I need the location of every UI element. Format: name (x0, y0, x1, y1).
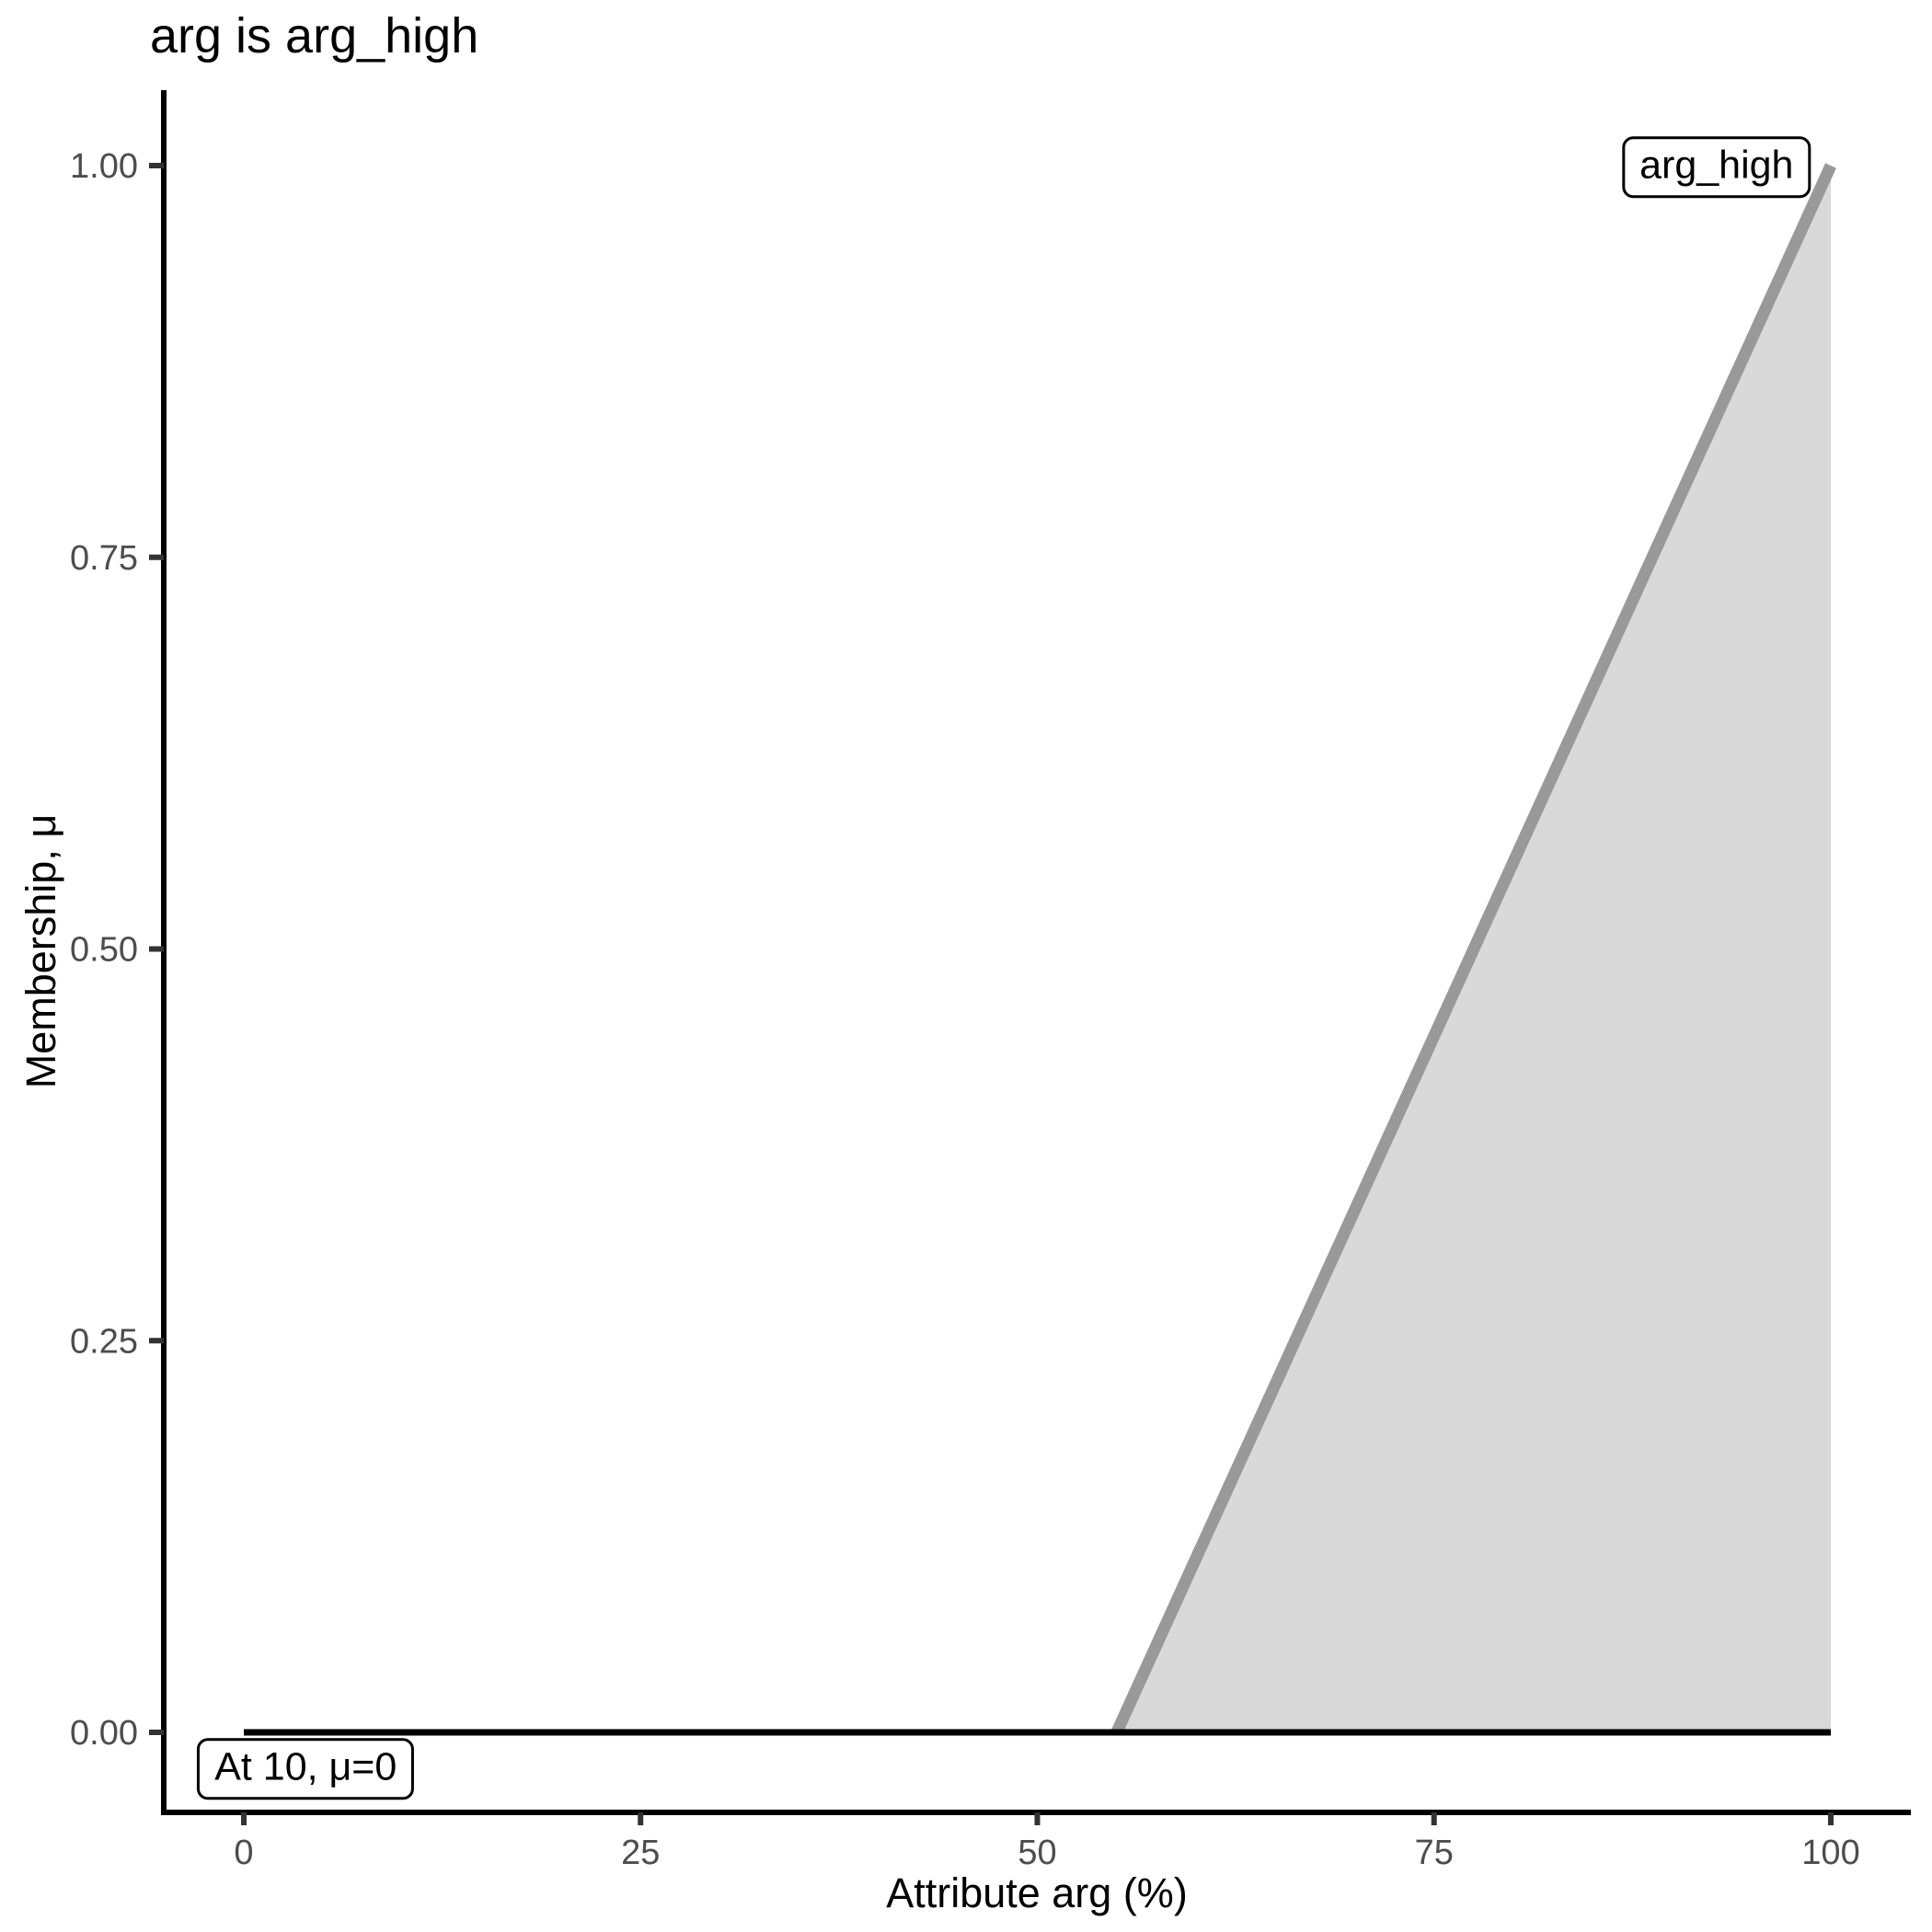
y-tick-label: 1.00 (70, 147, 138, 186)
x-tick-label: 100 (1801, 1834, 1859, 1872)
annotation-input-value-label: At 10, μ=0 (197, 1738, 415, 1800)
x-tick-label: 75 (1415, 1834, 1454, 1872)
x-tick-label: 50 (1018, 1834, 1056, 1872)
x-tick-label: 25 (621, 1834, 660, 1872)
plot-title: arg is arg_high (150, 8, 479, 63)
annotation-arg-high-label: arg_high (1622, 135, 1811, 199)
x-tick-label: 0 (234, 1834, 253, 1872)
y-tick-label: 0.25 (70, 1322, 138, 1361)
y-tick-label: 0.50 (70, 931, 138, 970)
membership-curve-line (1110, 163, 1836, 1735)
x-axis-title: Attribute arg (%) (886, 1869, 1188, 1916)
y-tick-label: 0.75 (70, 539, 138, 578)
y-tick-label: 0.00 (70, 1714, 138, 1753)
